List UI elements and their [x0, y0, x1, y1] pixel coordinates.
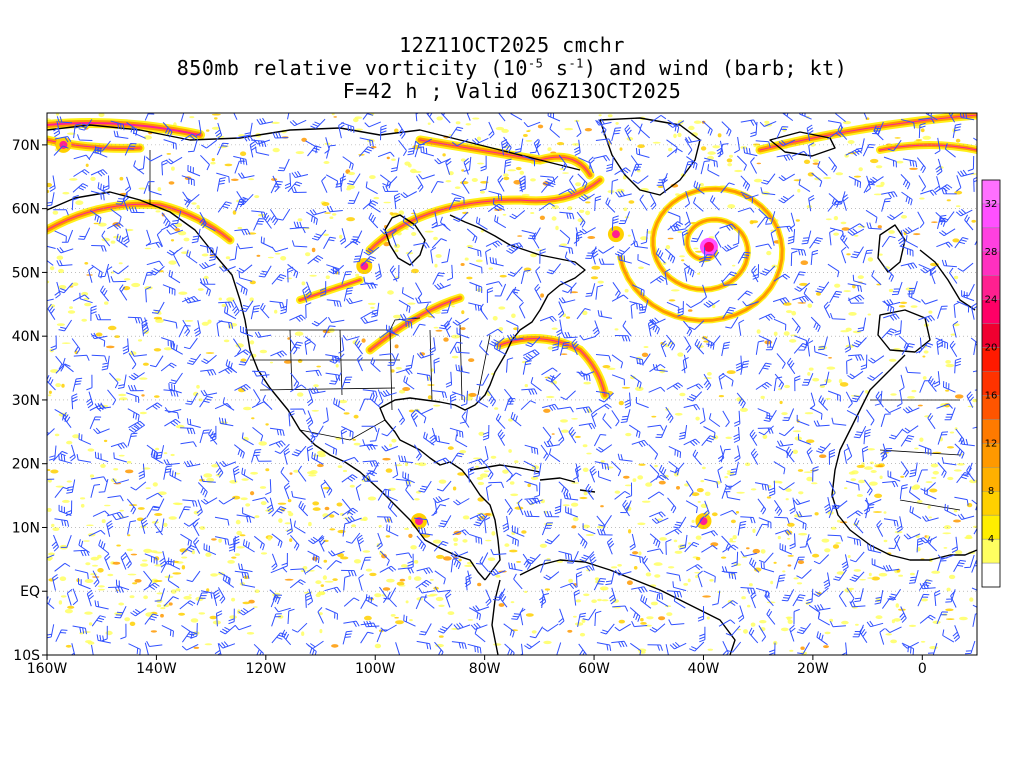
- coast-iceland: [769, 131, 836, 157]
- colorbar-label: 16: [985, 391, 998, 402]
- lat-tick-label: 50N: [12, 265, 40, 281]
- lon-tick-label: 120W: [246, 661, 287, 677]
- coast-iberia: [877, 309, 931, 353]
- lon-tick-label: 100W: [355, 661, 396, 677]
- lon-tick-label: 160W: [27, 661, 68, 677]
- latitude-axis: 70N 60N 50N 40N 30N 20N 10N EQ 10S: [12, 138, 47, 664]
- longitude-axis: 160W 140W 120W 100W 80W 60W 40W 20W 0: [27, 655, 927, 677]
- title-line-1: 12Z11OCT2025 cmchr: [399, 33, 625, 57]
- coast-south-america-west: [491, 579, 501, 655]
- lat-tick-label: 60N: [12, 202, 40, 218]
- lat-tick-label: 70N: [12, 138, 40, 154]
- lat-tick-label: EQ: [20, 584, 40, 600]
- map-frame: [46, 112, 978, 656]
- lat-tick-label: 40N: [12, 329, 40, 345]
- lon-tick-label: 80W: [469, 661, 501, 677]
- colorbar-swatch: [981, 562, 1001, 588]
- lon-tick-label: 60W: [578, 661, 610, 677]
- colorbar-label: 24: [985, 295, 998, 306]
- colorbar-label: 20: [985, 343, 998, 354]
- coast-north-america-east: [379, 214, 586, 581]
- coast-hudson-bay: [384, 214, 426, 266]
- title-line-2: 850mb relative vorticity (10-5 s-1) and …: [176, 56, 848, 80]
- title-line-3: F=42 h ; Valid 06Z13OCT2025: [342, 79, 682, 103]
- colorbar-legend: 4 8 12 16 20 24 28 32: [981, 179, 1001, 588]
- coast-south-america: [519, 559, 736, 655]
- lon-tick-label: 140W: [136, 661, 177, 677]
- colorbar-label: 4: [988, 534, 994, 545]
- lon-tick-label: 20W: [797, 661, 829, 677]
- wind-barbs: [47, 113, 977, 655]
- lat-tick-label: 10S: [13, 648, 40, 664]
- colorbar-label: 28: [985, 247, 998, 258]
- coast-uk: [877, 224, 906, 273]
- coast-europe: [919, 249, 976, 311]
- lon-tick-label: 0: [918, 661, 927, 677]
- lat-tick-label: 30N: [12, 393, 40, 409]
- colorbar-label: 32: [985, 199, 998, 210]
- colorbar-label: 12: [985, 438, 998, 449]
- lon-tick-label: 40W: [688, 661, 720, 677]
- lat-tick-label: 20N: [12, 457, 40, 473]
- coast-africa: [831, 354, 977, 561]
- coast-north-america-west: [47, 191, 486, 581]
- lat-tick-label: 10N: [12, 520, 40, 536]
- colorbar-label: 8: [988, 486, 994, 497]
